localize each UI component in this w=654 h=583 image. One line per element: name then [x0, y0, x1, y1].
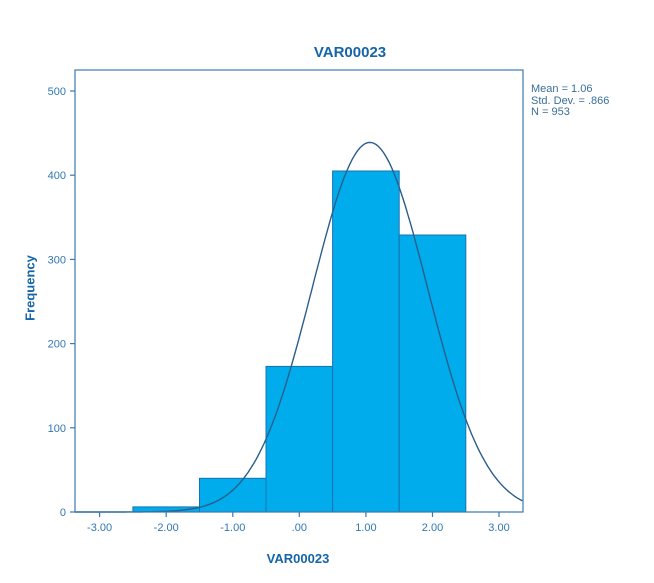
histogram-bar-4: [398, 234, 467, 513]
x-tick-label: -1.00: [220, 522, 245, 534]
y-tick-label: 100: [48, 423, 66, 435]
x-tick-label: -2.00: [154, 522, 179, 534]
stat-mean: Mean = 1.06: [531, 83, 593, 95]
stat-stddev: Std. Dev. = .866: [531, 94, 610, 107]
x-tick-label: 1.00: [355, 522, 376, 534]
y-tick-label: 200: [48, 339, 66, 351]
y-tick-label: 0: [60, 507, 66, 519]
stat-n: N = 953: [531, 106, 570, 118]
chart-title: VAR00023: [313, 44, 387, 61]
y-tick-label: 300: [48, 254, 66, 266]
x-tick-label: 3.00: [488, 522, 509, 534]
y-tick-label: 400: [48, 170, 66, 182]
y-tick-label: 500: [48, 86, 66, 98]
histogram-bar-3: [332, 170, 400, 513]
x-axis-title: VAR00023: [266, 551, 330, 566]
x-tick-label: .00: [292, 522, 307, 534]
histogram-bar-2: [265, 365, 334, 513]
x-tick-label: -3.00: [87, 522, 112, 534]
stats-annotation: Mean = 1.06 Std. Dev. = .866 N = 953: [531, 83, 610, 119]
histogram-bar-1: [199, 477, 267, 513]
x-tick-label: 2.00: [422, 522, 443, 534]
